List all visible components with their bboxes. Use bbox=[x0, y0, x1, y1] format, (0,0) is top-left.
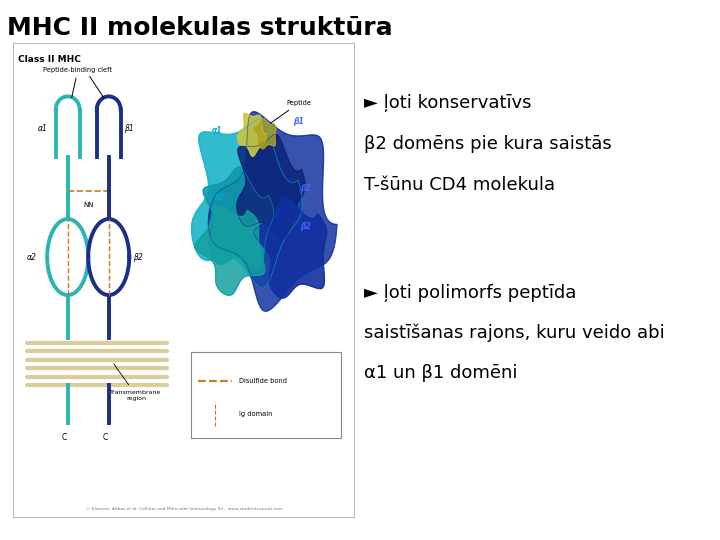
Text: Disulfide bond: Disulfide bond bbox=[239, 377, 287, 383]
Text: © Elsevier, Abbas et al: Cellular and Molecular Immunology 5e - www.studentconsu: © Elsevier, Abbas et al: Cellular and Mo… bbox=[86, 507, 282, 511]
Text: α2: α2 bbox=[215, 193, 225, 202]
Polygon shape bbox=[253, 197, 327, 298]
Polygon shape bbox=[203, 167, 274, 268]
Polygon shape bbox=[208, 112, 337, 311]
Polygon shape bbox=[89, 219, 130, 295]
Text: T-šūnu CD4 molekula: T-šūnu CD4 molekula bbox=[364, 176, 554, 193]
Text: β2: β2 bbox=[300, 184, 311, 193]
Text: Peptide: Peptide bbox=[265, 100, 312, 127]
Text: Ig domain: Ig domain bbox=[239, 411, 272, 417]
Text: ► ļoti konservatīvs: ► ļoti konservatīvs bbox=[364, 94, 531, 112]
Text: Transmembrane
region: Transmembrane region bbox=[110, 364, 162, 401]
Text: saistīšanas rajons, kuru veido abi: saistīšanas rajons, kuru veido abi bbox=[364, 324, 665, 342]
Polygon shape bbox=[254, 118, 276, 149]
Text: β2 domēns pie kura saistās: β2 domēns pie kura saistās bbox=[364, 135, 611, 153]
Text: α1: α1 bbox=[37, 124, 48, 133]
Text: Peptide-binding cleft: Peptide-binding cleft bbox=[43, 67, 112, 98]
Text: β1: β1 bbox=[124, 124, 134, 133]
Text: ► ļoti polimorfs peptīda: ► ļoti polimorfs peptīda bbox=[364, 284, 576, 301]
Polygon shape bbox=[192, 119, 302, 288]
Polygon shape bbox=[237, 134, 305, 239]
Text: α2: α2 bbox=[27, 253, 37, 261]
Bar bbox=[191, 352, 341, 437]
Text: β2: β2 bbox=[300, 221, 311, 231]
Text: C: C bbox=[62, 433, 67, 442]
Polygon shape bbox=[238, 113, 266, 157]
Text: Class II MHC: Class II MHC bbox=[18, 55, 81, 64]
Text: C: C bbox=[103, 433, 108, 442]
Polygon shape bbox=[198, 397, 232, 430]
Text: β1: β1 bbox=[294, 117, 304, 126]
Polygon shape bbox=[195, 206, 265, 295]
Text: α1: α1 bbox=[212, 126, 222, 136]
Text: NN: NN bbox=[83, 202, 94, 208]
Text: MHC II molekulas struktūra: MHC II molekulas struktūra bbox=[7, 16, 393, 40]
Text: α1 un β1 domēni: α1 un β1 domēni bbox=[364, 364, 517, 382]
Text: β2: β2 bbox=[132, 253, 143, 261]
Polygon shape bbox=[48, 219, 88, 295]
